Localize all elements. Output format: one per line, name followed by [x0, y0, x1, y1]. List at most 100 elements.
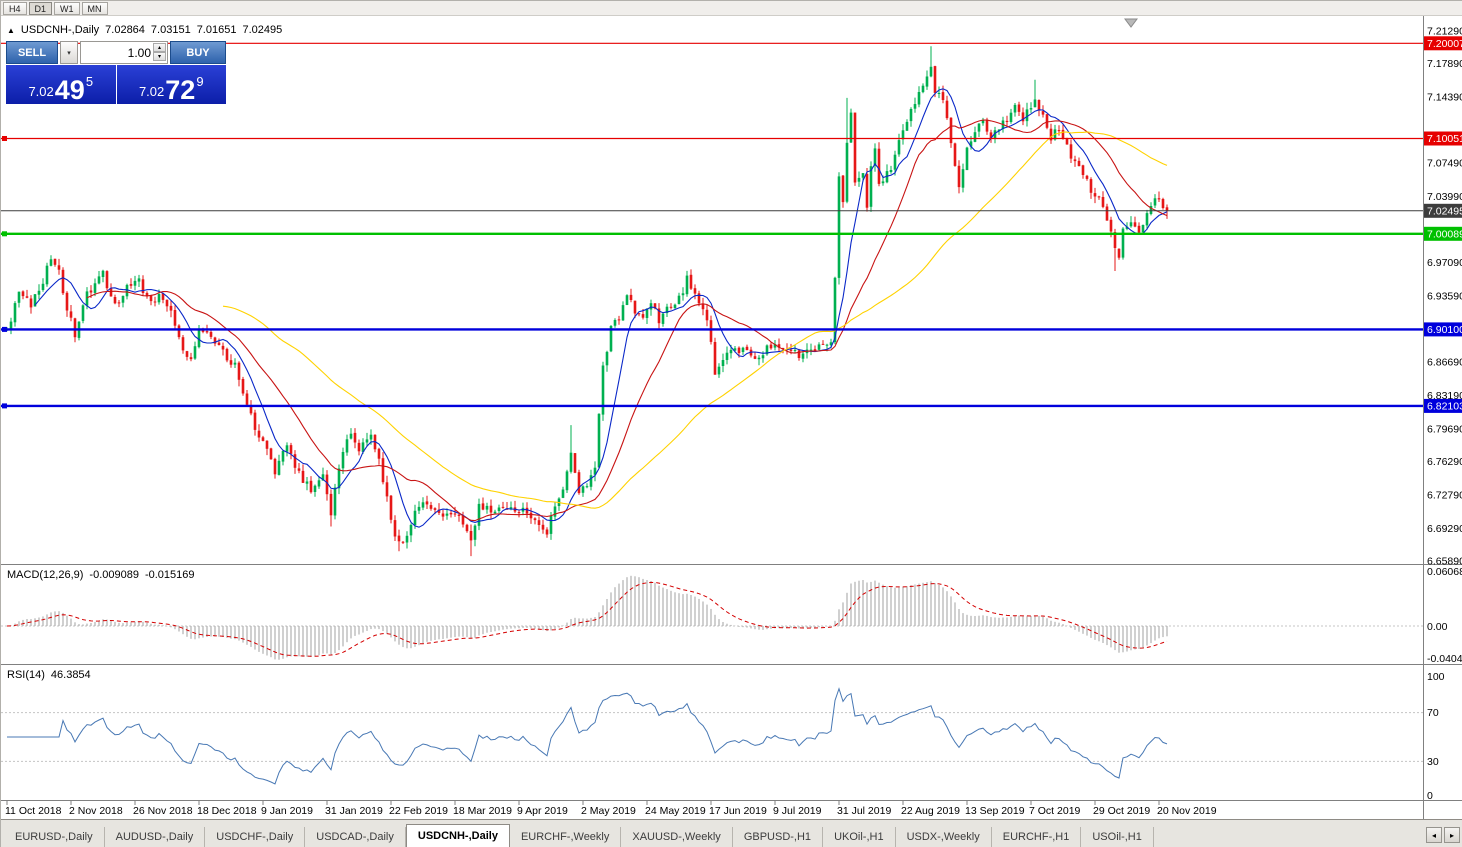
spinner-up-icon[interactable]: ▴: [153, 43, 166, 52]
svg-text:31 Jul 2019: 31 Jul 2019: [837, 805, 891, 817]
sell-button[interactable]: SELL: [6, 41, 58, 64]
svg-text:9 Jan 2019: 9 Jan 2019: [261, 805, 313, 817]
rsi-panel: [7, 687, 1168, 785]
candlestick-series[interactable]: [5, 46, 1169, 557]
indicator-level-lines: [1, 625, 1423, 762]
chart-tab-xauusd-weekly[interactable]: XAUUSD-,Weekly: [621, 827, 733, 847]
timeframe-mn-button[interactable]: MN: [81, 2, 108, 15]
svg-text:30: 30: [1427, 756, 1439, 768]
timeframe-toolbar: H4 D1 W1 MN: [1, 1, 1462, 16]
chart-tab-audusd-daily[interactable]: AUDUSD-,Daily: [105, 827, 206, 847]
chart-canvas[interactable]: 7.21290 7.17890 7.14390 7.07490 7.03990 6.970…: [1, 16, 1462, 819]
chart-tabs: EURUSD-,Daily AUDUSD-,Daily USDCHF-,Daily U…: [1, 820, 1462, 847]
chart-tab-usoil-h1[interactable]: USOil-,H1: [1081, 827, 1154, 847]
svg-text:20 Nov 2019: 20 Nov 2019: [1157, 805, 1217, 817]
timeframe-w1-button[interactable]: W1: [54, 2, 80, 15]
buy-button[interactable]: BUY: [170, 41, 226, 64]
svg-text:7.10051: 7.10051: [1427, 133, 1462, 145]
macd-panel: [6, 575, 1168, 660]
chart-tab-usdchf-daily[interactable]: USDCHF-,Daily: [205, 827, 306, 847]
svg-text:29 Oct 2019: 29 Oct 2019: [1093, 805, 1150, 817]
volume-field: ▴ ▾: [80, 41, 168, 64]
svg-text:6.82103: 6.82103: [1427, 400, 1462, 412]
svg-text:70: 70: [1427, 707, 1439, 719]
volume-input[interactable]: [81, 45, 167, 60]
macd-signal-value: -0.015169: [144, 569, 195, 581]
svg-text:6.79690: 6.79690: [1427, 424, 1462, 436]
svg-text:7.14390: 7.14390: [1427, 92, 1462, 104]
svg-text:9 Apr 2019: 9 Apr 2019: [517, 805, 568, 817]
rsi-axis: 100 70 30 0: [1427, 671, 1445, 802]
rsi-indicator-label: RSI(14) 46.3854: [7, 669, 91, 681]
tabs-scroll-right-button[interactable]: ▸: [1444, 827, 1460, 843]
macd-axis: 0.060687 0.00 -0.040432: [1427, 566, 1462, 665]
svg-text:22 Feb 2019: 22 Feb 2019: [389, 805, 448, 817]
svg-text:18 Dec 2018: 18 Dec 2018: [197, 805, 257, 817]
chart-tab-eurchf-h1[interactable]: EURCHF-,H1: [992, 827, 1082, 847]
tabs-scroll-left-button[interactable]: ◂: [1426, 827, 1442, 843]
ohlc-low: 7.01651: [196, 24, 237, 36]
svg-text:6.97090: 6.97090: [1427, 257, 1462, 269]
panel-collapse-icon[interactable]: ▲: [7, 25, 15, 35]
svg-text:22 Aug 2019: 22 Aug 2019: [901, 805, 960, 817]
volume-spinner: ▴ ▾: [153, 43, 166, 61]
svg-text:6.93590: 6.93590: [1427, 291, 1462, 303]
chart-tab-eurusd-daily[interactable]: EURUSD-,Daily: [4, 827, 105, 847]
moving-average-lines: [34, 88, 1168, 528]
sell-price-big-figure: 7.02: [28, 84, 54, 99]
chart-tab-eurchf-weekly[interactable]: EURCHF-,Weekly: [510, 827, 622, 847]
chevron-down-icon: ▾: [67, 49, 71, 57]
svg-text:13 Sep 2019: 13 Sep 2019: [965, 805, 1025, 817]
price-axis[interactable]: 7.21290 7.17890 7.14390 7.07490 7.03990 6.970…: [1424, 26, 1462, 568]
ohlc-open: 7.02864: [105, 24, 145, 36]
svg-text:0.00: 0.00: [1427, 621, 1448, 633]
spinner-down-icon[interactable]: ▾: [153, 52, 166, 61]
svg-text:24 May 2019: 24 May 2019: [645, 805, 706, 817]
chart-tab-usdx-weekly[interactable]: USDX-,Weekly: [896, 827, 992, 847]
svg-text:18 Mar 2019: 18 Mar 2019: [453, 805, 512, 817]
buy-price-pips: 72: [165, 75, 196, 106]
macd-indicator-label: MACD(12,26,9) -0.009089 -0.015169: [7, 569, 195, 581]
buy-price-point: 9: [196, 74, 204, 89]
svg-text:7.00089: 7.00089: [1427, 228, 1462, 240]
svg-text:100: 100: [1427, 671, 1445, 683]
svg-text:6.65890: 6.65890: [1427, 556, 1462, 568]
svg-text:6.86690: 6.86690: [1427, 357, 1462, 369]
svg-text:2 Nov 2018: 2 Nov 2018: [69, 805, 123, 817]
chart-tabs-bar: EURUSD-,Daily AUDUSD-,Daily USDCHF-,Daily U…: [1, 819, 1462, 847]
chart-shift-marker-icon[interactable]: [1124, 18, 1138, 28]
volume-dropdown-button[interactable]: ▾: [60, 41, 78, 64]
macd-name: MACD(12,26,9): [7, 569, 84, 581]
buy-price-display[interactable]: 7.02 72 9: [116, 65, 226, 106]
svg-text:6.76290: 6.76290: [1427, 456, 1462, 468]
svg-text:7 Oct 2019: 7 Oct 2019: [1029, 805, 1081, 817]
svg-text:0.060687: 0.060687: [1427, 566, 1462, 578]
timeframe-h4-button[interactable]: H4: [3, 2, 27, 15]
horizontal-level-lines[interactable]: [1, 42, 1423, 409]
svg-text:-0.040432: -0.040432: [1427, 653, 1462, 665]
chart-tab-usdcad-daily[interactable]: USDCAD-,Daily: [305, 827, 406, 847]
panel-splitters[interactable]: [1, 564, 1462, 801]
svg-text:7.17890: 7.17890: [1427, 58, 1462, 70]
timeframe-d1-button[interactable]: D1: [28, 2, 53, 15]
rsi-value: 46.3854: [50, 669, 91, 681]
ohlc-high: 7.03151: [150, 24, 191, 36]
chart-tab-usdcnh-daily[interactable]: USDCNH-,Daily: [405, 824, 510, 847]
svg-text:7.21290: 7.21290: [1427, 26, 1462, 38]
chart-tab-gbpusd-h1[interactable]: GBPUSD-,H1: [733, 827, 824, 847]
svg-text:6.72790: 6.72790: [1427, 490, 1462, 502]
svg-text:26 Nov 2018: 26 Nov 2018: [133, 805, 193, 817]
sell-price-display[interactable]: 7.02 49 5: [6, 65, 116, 104]
svg-text:6.69290: 6.69290: [1427, 523, 1462, 535]
date-axis[interactable]: 11 Oct 2018 2 Nov 2018 26 Nov 2018 18 Dec 2…: [5, 801, 1217, 817]
svg-text:0: 0: [1427, 790, 1433, 802]
symbol-name: USDCNH-,Daily: [20, 24, 100, 36]
chart-tab-ukoil-h1[interactable]: UKOil-,H1: [823, 827, 896, 847]
svg-text:17 Jun 2019: 17 Jun 2019: [709, 805, 767, 817]
svg-text:7.03990: 7.03990: [1427, 191, 1462, 203]
svg-text:7.20007: 7.20007: [1427, 38, 1462, 50]
svg-text:2 May 2019: 2 May 2019: [581, 805, 636, 817]
ohlc-close: 7.02495: [242, 24, 283, 36]
svg-text:7.02495: 7.02495: [1427, 205, 1462, 217]
